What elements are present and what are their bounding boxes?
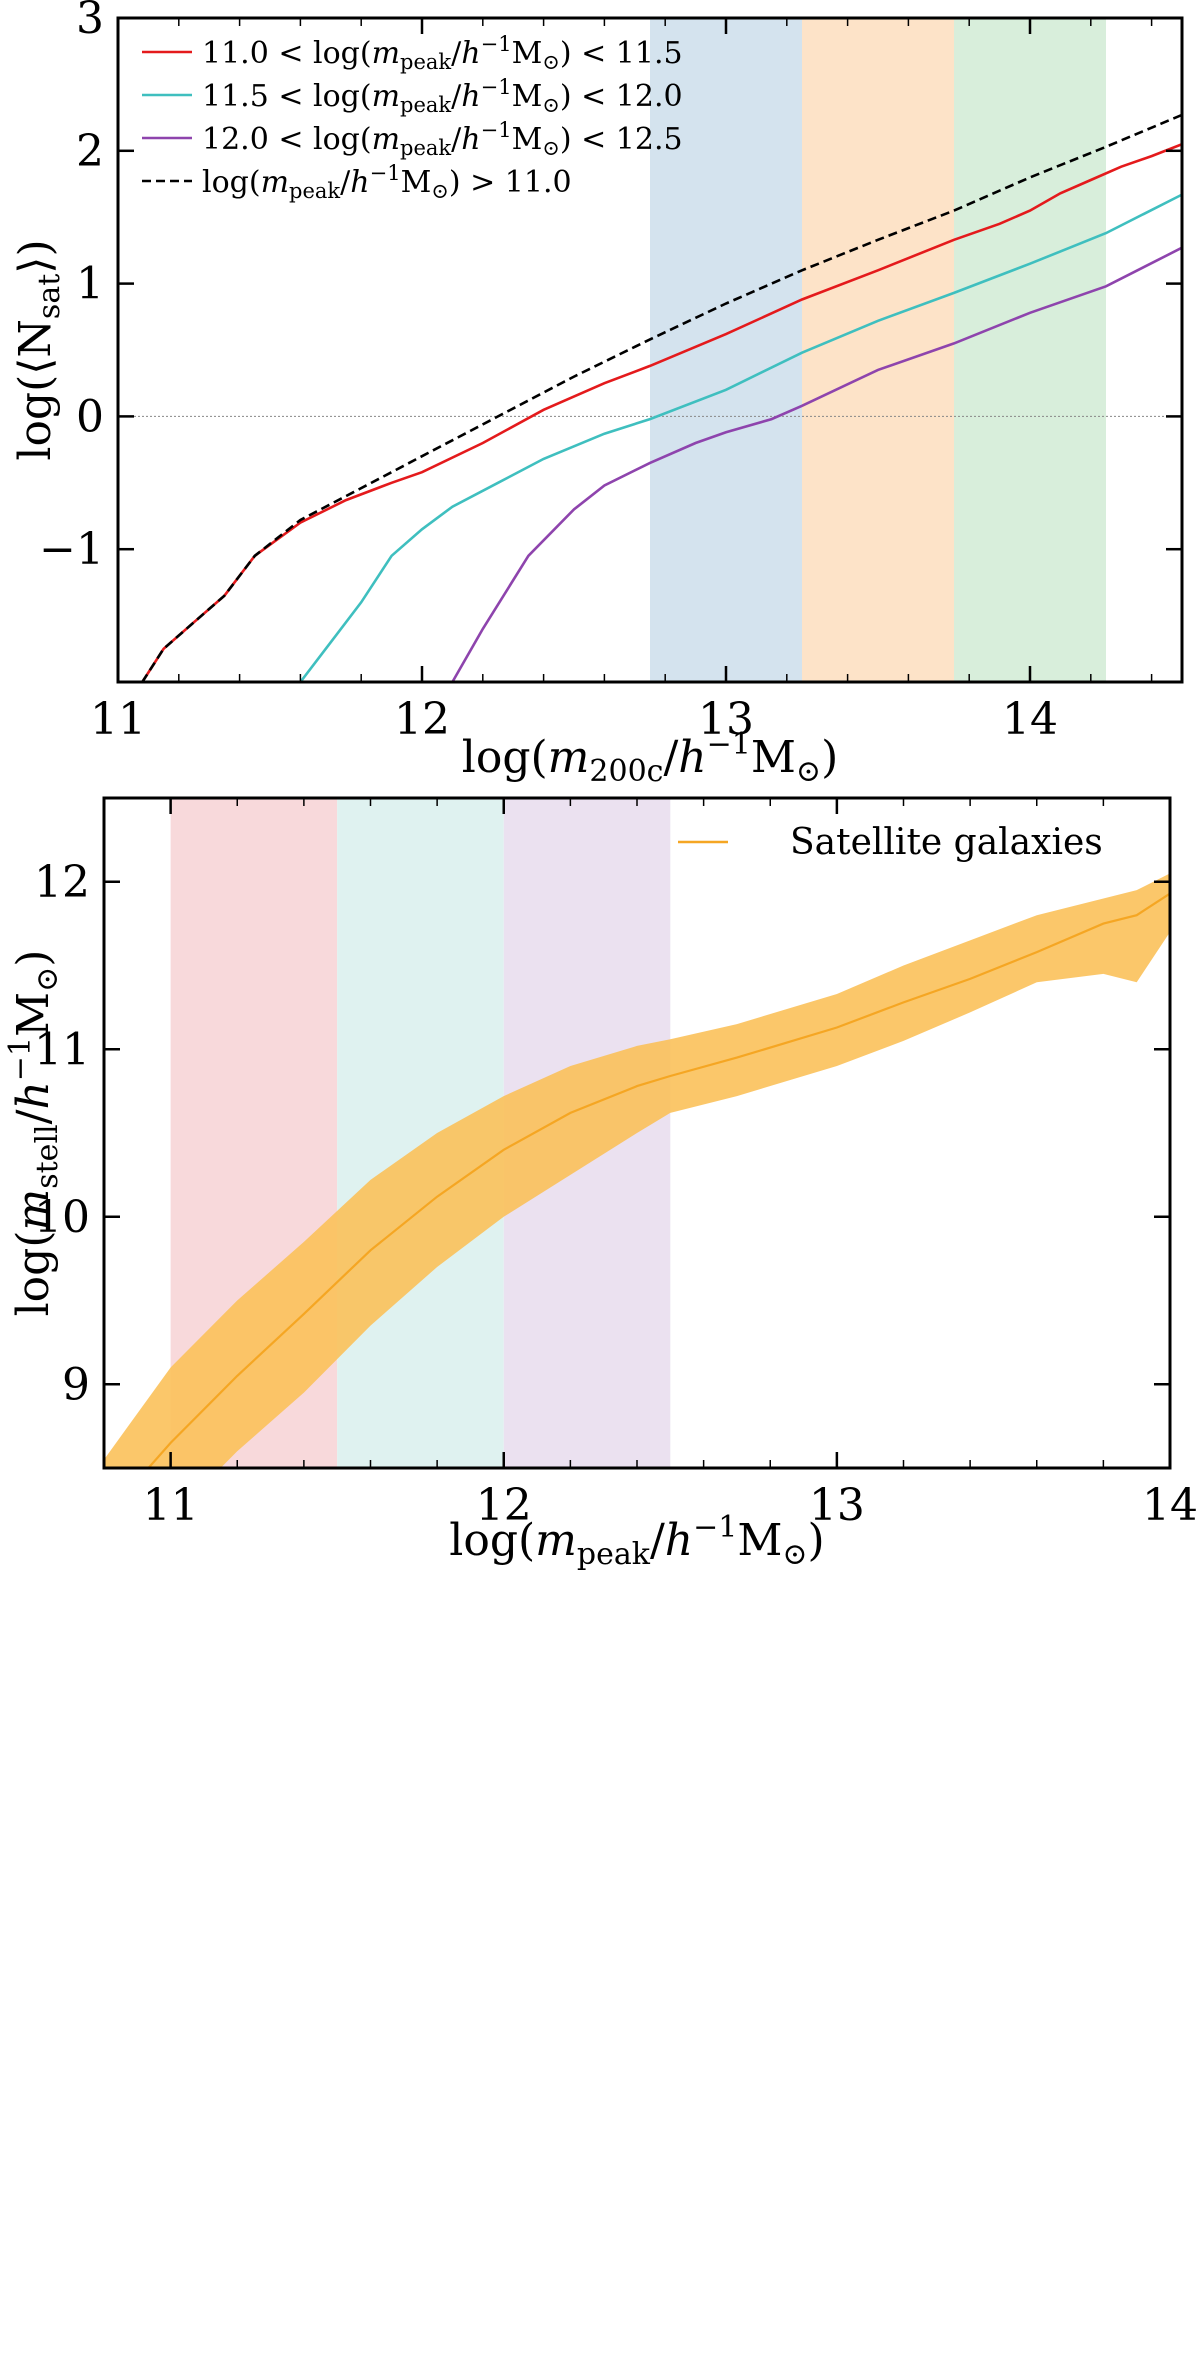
y-axis-label: log(⟨Nsat⟩)	[10, 239, 67, 460]
legend-entry: 12.0 < log(mpeak/h−1M⊙) < 12.5	[202, 118, 683, 160]
x-tick-label: 14	[1142, 1480, 1198, 1531]
y-tick-label: 12	[34, 857, 90, 908]
y-tick-label: 1	[76, 259, 104, 310]
x-tick-label: 13	[698, 694, 754, 745]
x-tick-label: 13	[809, 1480, 865, 1531]
x-axis-label: log(mpeak/h−1M⊙)	[449, 1510, 824, 1572]
plot-frame	[102, 796, 1172, 1470]
x-tick-label: 11	[143, 1480, 199, 1531]
legend-entry: Satellite galaxies	[790, 822, 1103, 863]
y-tick-label: 11	[34, 1024, 90, 1075]
mass-bin-band	[954, 18, 1106, 682]
series-line	[299, 193, 1182, 682]
x-tick-label: 12	[476, 1480, 532, 1531]
y-tick-label: −1	[39, 524, 104, 575]
median-line	[146, 892, 1170, 1468]
legend-entry: 11.5 < log(mpeak/h−1M⊙) < 12.0	[202, 75, 683, 117]
mass-bin-band	[650, 18, 802, 682]
plot-area	[104, 798, 1170, 1468]
mass-bin-band	[802, 18, 954, 682]
y-tick-label: 2	[76, 126, 104, 177]
bottom-panel-stellar-mass: 11 12 13 14 9 10 11 12 Satellite galaxies log(mpe…	[3, 796, 1198, 1572]
plot-area	[118, 18, 1182, 682]
y-tick-label: 9	[62, 1359, 90, 1410]
x-tick-label: 14	[1002, 694, 1058, 745]
x-axis-label: log(m200c/h−1M⊙)	[462, 727, 838, 789]
x-tick-label: 11	[90, 694, 146, 745]
y-tick-label: 0	[76, 391, 104, 442]
y-tick-label: 3	[76, 0, 104, 44]
legend-entry: log(mpeak/h−1M⊙) > 11.0	[202, 161, 572, 203]
x-tick-label: 12	[394, 694, 450, 745]
y-axis-label: log(mstell/h−1M⊙)	[3, 950, 65, 1317]
scatter-band	[104, 873, 1170, 1468]
series-line	[141, 113, 1182, 682]
y-tick-label: 10	[34, 1192, 90, 1243]
legend-entry: 11.0 < log(mpeak/h−1M⊙) < 11.5	[202, 32, 683, 74]
plot-frame	[116, 16, 1184, 684]
series-line	[451, 246, 1182, 682]
